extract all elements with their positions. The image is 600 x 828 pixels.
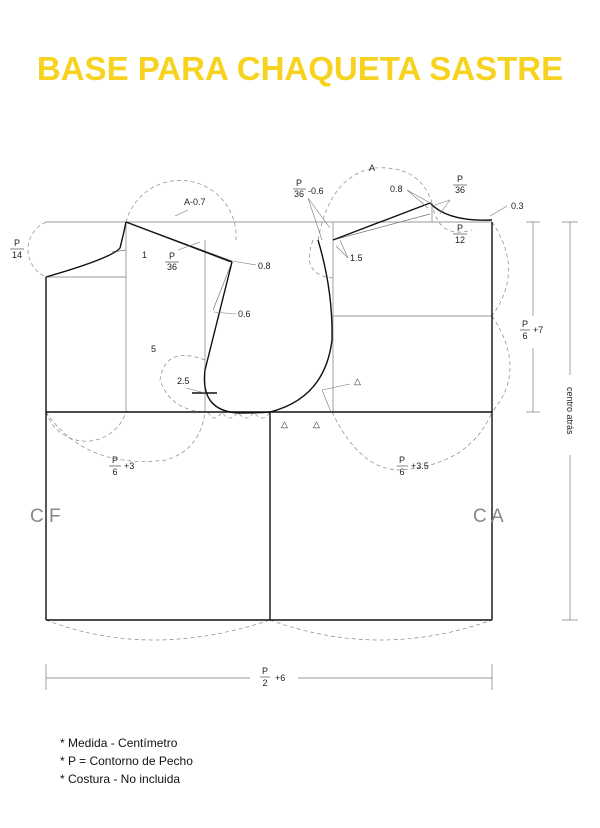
label-1: 1 bbox=[142, 250, 147, 260]
label-p-6-7-num: P bbox=[522, 319, 528, 329]
dashed-arcs bbox=[27, 167, 511, 641]
label-p-36-front-num: P bbox=[169, 251, 175, 261]
label-minus-0-6: -0.6 bbox=[308, 186, 324, 196]
label-plus-7: +7 bbox=[533, 325, 543, 335]
label-p-36-back-num: P bbox=[296, 178, 302, 188]
label-0-6: 0.6 bbox=[238, 309, 251, 319]
width-dimension bbox=[45, 664, 493, 690]
label-p-6-35-num: P bbox=[399, 455, 405, 465]
page-title: BASE PARA CHAQUETA SASTRE bbox=[36, 50, 564, 87]
label-p-2-6-num: P bbox=[262, 666, 268, 676]
label-p-6-3-den: 6 bbox=[112, 467, 117, 477]
label-p-12-num: P bbox=[457, 223, 463, 233]
label-plus-3: +3 bbox=[124, 461, 134, 471]
triangle-mark-left: △ bbox=[281, 419, 288, 429]
label-p-6-7-den: 6 bbox=[522, 331, 527, 341]
fraction-bars bbox=[10, 184, 530, 678]
label-cf: C F bbox=[30, 506, 61, 527]
label-ca: C A bbox=[473, 506, 504, 527]
label-p-36-neck-den: 36 bbox=[455, 185, 465, 195]
triangle-mark-upper: △ bbox=[354, 376, 361, 386]
label-p-2-6-den: 2 bbox=[262, 678, 267, 688]
label-0-8-back: 0.8 bbox=[390, 184, 403, 194]
label-0-8-front: 0.8 bbox=[258, 261, 271, 271]
label-5: 5 bbox=[151, 344, 156, 354]
label-1-5: 1.5 bbox=[350, 253, 363, 263]
triangle-mark-right: △ bbox=[313, 419, 320, 429]
construction-lines bbox=[46, 203, 492, 412]
label-a-minus-0-7: A-0.7 bbox=[184, 197, 206, 207]
label-p-6-3-num: P bbox=[112, 455, 118, 465]
label-a: A bbox=[369, 163, 375, 173]
note-item: * Costura - No incluida bbox=[60, 772, 181, 786]
label-p-14-den: 14 bbox=[12, 250, 22, 260]
label-plus-3-5: +3.5 bbox=[411, 461, 429, 471]
notes: * Medida - Centímetro * P = Contorno de … bbox=[60, 734, 193, 788]
leader-lines bbox=[174, 189, 508, 413]
label-2-5: 2.5 bbox=[177, 376, 190, 386]
label-p-36-back-den: 36 bbox=[294, 189, 304, 199]
label-0-3: 0.3 bbox=[511, 201, 524, 211]
label-plus-6: +6 bbox=[275, 673, 285, 683]
label-p-36-front-den: 36 bbox=[167, 262, 177, 272]
label-p-6-35-den: 6 bbox=[399, 467, 404, 477]
note-item: * Medida - Centímetro bbox=[60, 736, 178, 750]
note-item: * P = Contorno de Pecho bbox=[60, 754, 193, 768]
label-p-12-den: 12 bbox=[455, 235, 465, 245]
pattern-outline bbox=[45, 202, 493, 621]
label-p-14-num: P bbox=[14, 238, 20, 248]
label-p-36-neck-num: P bbox=[457, 174, 463, 184]
centro-atras-dimension bbox=[526, 221, 578, 621]
label-centro-atras: centro atrás bbox=[565, 387, 575, 435]
